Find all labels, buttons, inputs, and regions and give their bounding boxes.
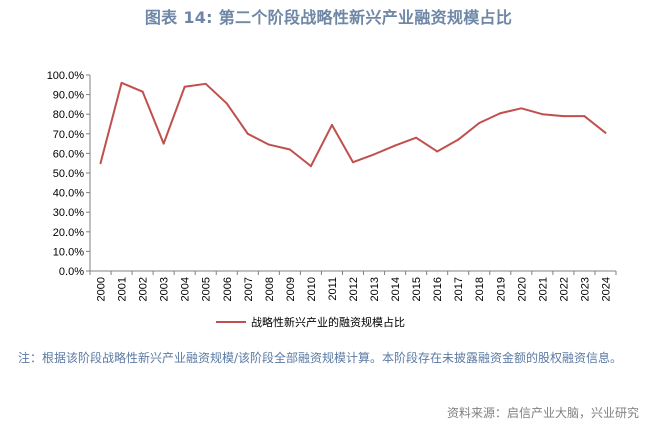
x-tick-label: 2011 [327, 277, 339, 301]
series-line [99, 81, 607, 168]
y-tick-label: 70.0% [53, 129, 84, 141]
y-tick-label: 10.0% [53, 246, 84, 258]
data-point [141, 90, 144, 93]
x-tick-label: 2014 [390, 277, 402, 301]
data-point [436, 150, 439, 153]
x-tick-label: 2023 [579, 277, 591, 301]
x-tick-label: 2024 [600, 277, 612, 301]
data-point [562, 115, 565, 118]
data-point [373, 153, 376, 156]
data-point [415, 136, 418, 139]
data-point [330, 123, 333, 126]
x-tick-label: 2009 [285, 277, 297, 301]
data-point [604, 131, 607, 134]
y-tick-label: 50.0% [53, 168, 84, 180]
y-tick-label: 30.0% [53, 207, 84, 219]
x-axis: 2000 2001 2002 2003 2004 2005 2006 2007 2008 2009… [89, 270, 617, 301]
data-point [309, 165, 312, 168]
data-point [520, 107, 523, 110]
data-point [352, 161, 354, 164]
x-tick-label: 2002 [138, 277, 150, 301]
x-tick-label: 2017 [453, 277, 465, 301]
x-tick-label: 2007 [243, 277, 255, 301]
legend: 战略性新兴产业的融资规模占比 [216, 315, 405, 329]
x-tick-label: 2013 [369, 277, 381, 301]
x-tick-label: 2016 [432, 277, 444, 301]
y-axis: 0.0% 10.0% 20.0% 30.0% 40.0% 50.0% 60.0% 70.0% 8… [47, 70, 91, 278]
data-point [267, 143, 270, 146]
data-point [583, 115, 586, 118]
data-point [183, 85, 186, 88]
data-point [478, 122, 481, 125]
y-tick-label: 80.0% [53, 109, 84, 121]
y-tick-label: 60.0% [53, 148, 84, 160]
data-point [288, 148, 291, 151]
data-point [162, 142, 165, 145]
x-tick-label: 2003 [159, 277, 171, 301]
x-tick-label: 2000 [96, 277, 108, 301]
x-tick-label: 2004 [180, 277, 192, 301]
legend-label: 战略性新兴产业的融资规模占比 [251, 315, 405, 329]
line-chart: 0.0% 10.0% 20.0% 30.0% 40.0% 50.0% 60.0% 70.0% 8… [47, 70, 617, 329]
data-point [246, 132, 249, 135]
data-point [457, 138, 460, 141]
data-point [394, 144, 397, 147]
y-tick-label: 40.0% [53, 188, 84, 200]
x-tick-label: 2018 [474, 277, 486, 301]
x-tick-label: 2010 [306, 277, 318, 301]
x-tick-label: 2019 [495, 277, 507, 301]
data-point [499, 112, 502, 115]
x-tick-label: 2022 [558, 277, 570, 301]
x-tick-label: 2021 [537, 277, 549, 301]
y-tick-label: 90.0% [53, 90, 84, 102]
x-tick-label: 2020 [516, 277, 528, 301]
chart-note: 注：根据该阶段战略性新兴产业融资规模/该阶段全部融资规模计算。本阶段存在未披露融… [18, 351, 623, 365]
data-point [204, 82, 207, 85]
data-point [99, 162, 102, 165]
series-group [99, 81, 607, 168]
data-point [225, 102, 228, 105]
x-tick-label: 2001 [117, 277, 129, 301]
x-tick-label: 2008 [264, 277, 276, 301]
x-tick-label: 2006 [222, 277, 234, 301]
x-tick-label: 2012 [348, 277, 360, 301]
x-tick-label: 2015 [411, 277, 423, 301]
source-text: 资料来源：启信产业大脑，兴业研究 [446, 406, 639, 420]
y-tick-label: 20.0% [53, 227, 84, 239]
y-tick-label: 0.0% [59, 266, 84, 278]
y-tick-label: 100.0% [47, 70, 85, 82]
chart-title: 图表 14: 第二个阶段战略性新兴产业融资规模占比 [144, 8, 513, 27]
x-tick-label: 2005 [201, 277, 213, 301]
data-point [120, 81, 123, 84]
data-point [541, 113, 544, 116]
